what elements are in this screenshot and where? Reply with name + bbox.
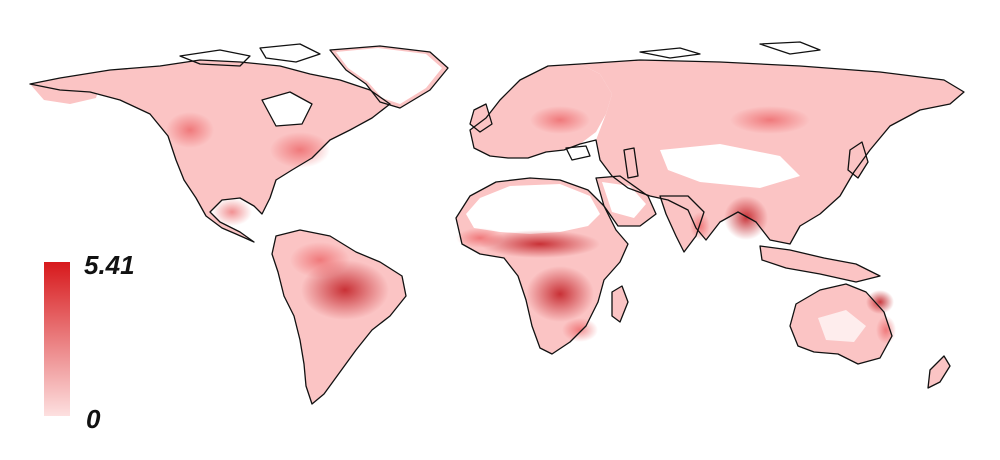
- hudson-bay: [262, 92, 312, 126]
- legend-color-bar: [44, 262, 70, 416]
- british-isles: [470, 104, 492, 132]
- alaska: [30, 78, 100, 104]
- greenland-ice: [336, 48, 442, 104]
- new-zealand: [928, 356, 950, 388]
- madagascar: [612, 286, 628, 322]
- sahara: [466, 184, 600, 234]
- arabian-desert: [602, 182, 646, 218]
- legend-max-label: 5.41: [84, 250, 135, 280]
- indonesia: [760, 246, 880, 282]
- australia-interior: [818, 310, 866, 342]
- no-data-areas: [262, 48, 866, 342]
- legend-min-label: 0: [86, 404, 101, 434]
- intensity-hotspots: [166, 106, 896, 344]
- central-asia-desert: [660, 144, 800, 188]
- coastlines: [29, 41, 965, 405]
- india: [660, 196, 704, 252]
